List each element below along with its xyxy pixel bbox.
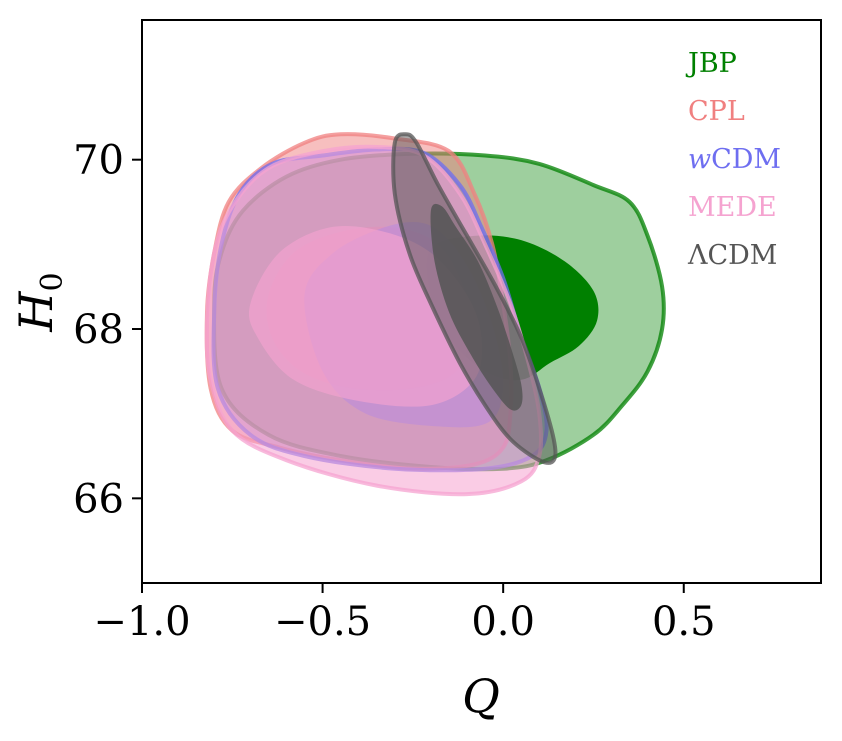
legend-label-jbp: JBP — [685, 48, 737, 79]
y-tick-label: 68 — [73, 307, 124, 353]
legend-label-rest: CDM — [711, 144, 781, 175]
legend: JBP CPL wCDM MEDE ΛCDM — [685, 48, 781, 271]
legend-label-cpl: CPL — [688, 96, 745, 127]
contour-layer — [204, 132, 666, 497]
y-axis-title-main: H — [9, 291, 63, 333]
legend-label-mede: MEDE — [688, 192, 777, 223]
x-tick-label: 0.5 — [652, 599, 716, 645]
contour-68-cdm — [430, 203, 523, 411]
y-axis-title: H0 — [9, 272, 70, 332]
legend-label-prefix: w — [688, 144, 711, 175]
y-tick-label: 66 — [73, 476, 124, 522]
x-tick-label: 0.0 — [471, 599, 535, 645]
x-tick-label: −1.0 — [93, 599, 190, 645]
x-tick-label: −0.5 — [274, 599, 371, 645]
plot-frame — [141, 19, 822, 584]
legend-label-cdm: ΛCDM — [687, 240, 777, 271]
series-cdm — [391, 132, 558, 465]
legend-label-wcdm: wCDM — [688, 144, 781, 175]
svg-text:H0: H0 — [9, 272, 70, 332]
x-axis-title: Q — [462, 669, 500, 723]
axis-ticks: −1.0 −0.5 0.0 0.5 66 68 70 — [73, 138, 715, 645]
y-axis-title-subscript: 0 — [35, 272, 70, 291]
y-tick-label: 70 — [73, 138, 124, 184]
